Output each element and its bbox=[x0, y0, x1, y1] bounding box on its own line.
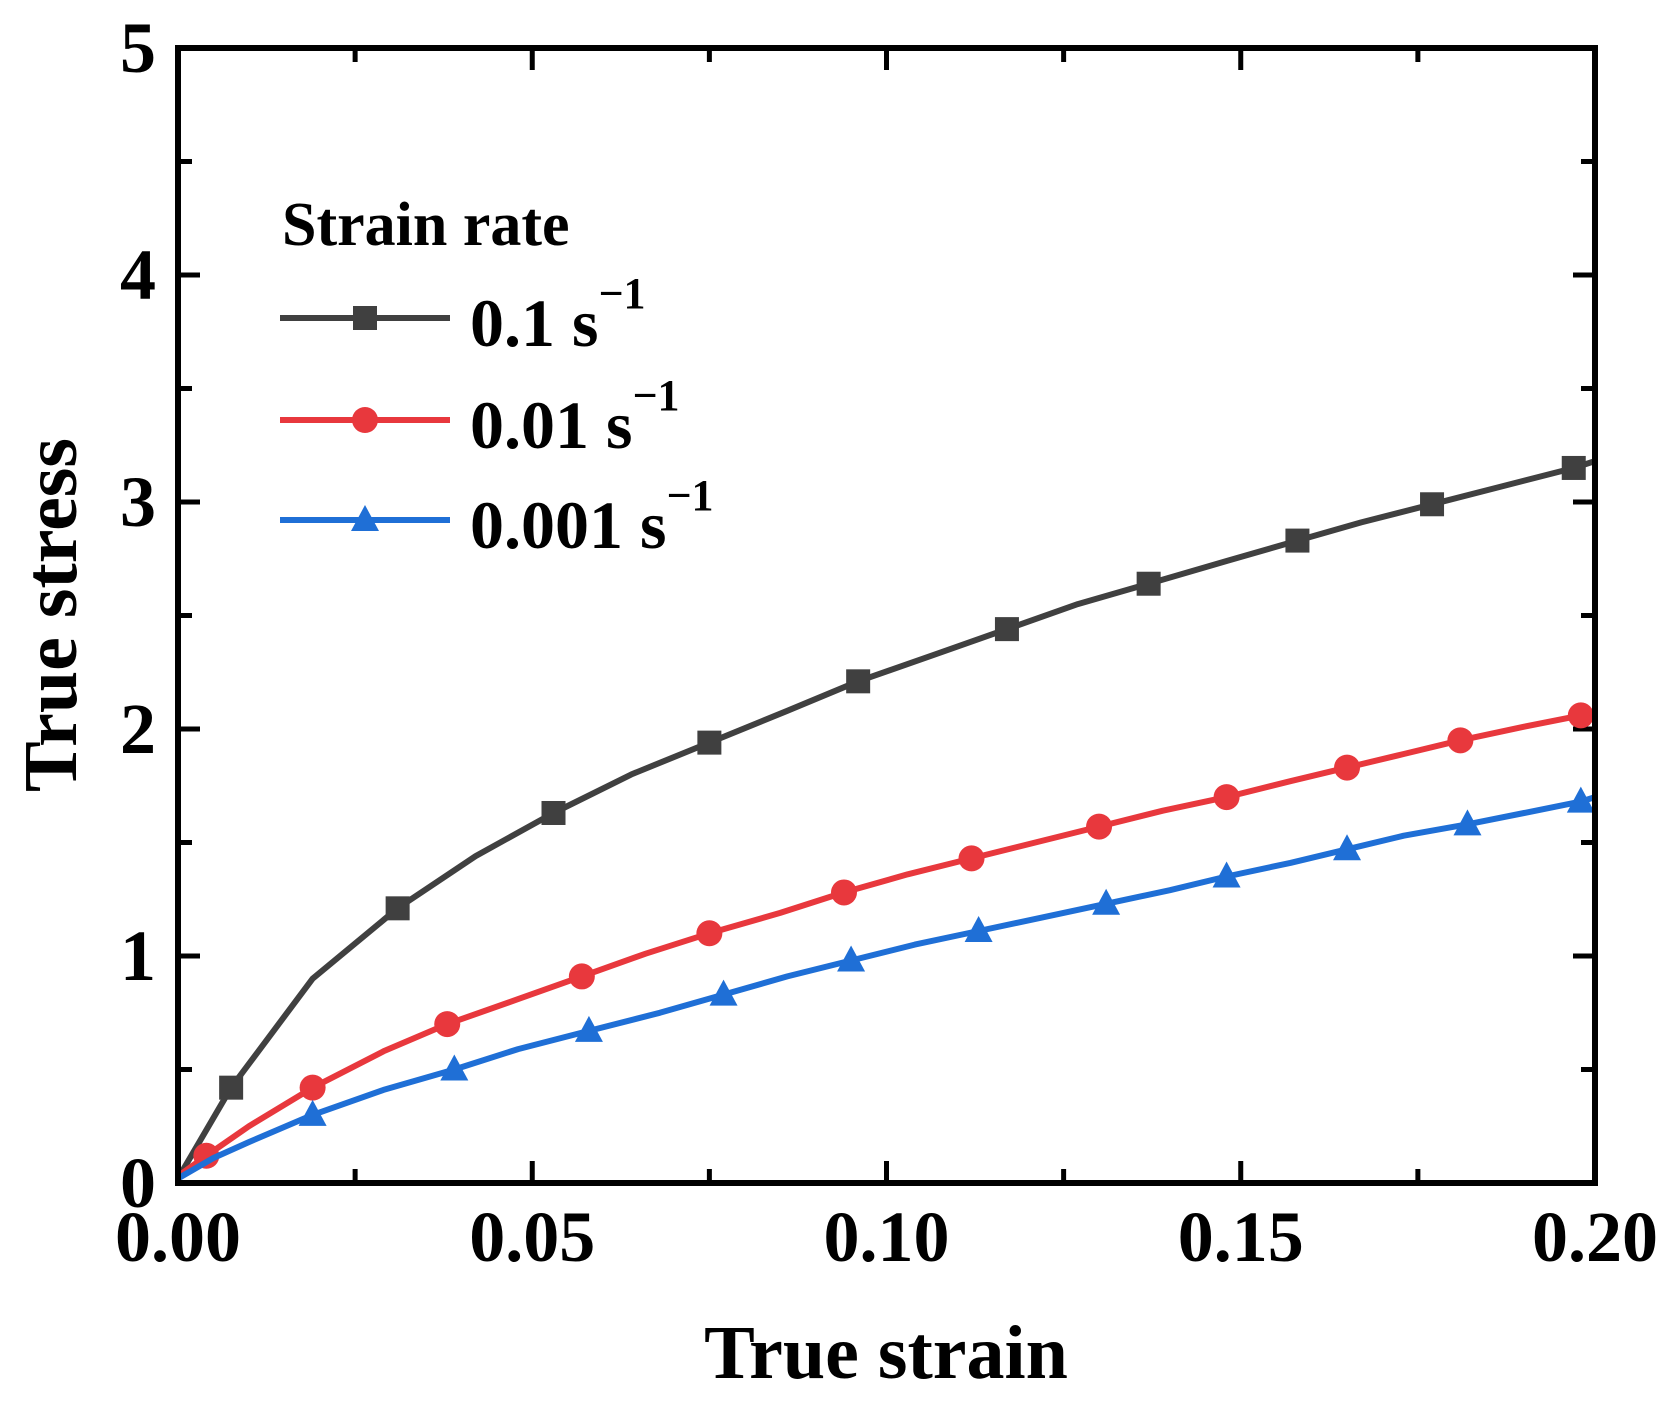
data-point-rate-0-1 bbox=[385, 896, 410, 921]
data-point-rate-0-1 bbox=[219, 1075, 244, 1100]
legend-label-exponent: −1 bbox=[598, 269, 645, 318]
y-tick-label: 2 bbox=[120, 689, 156, 769]
data-point-rate-0-01 bbox=[958, 845, 985, 872]
data-point-rate-0-01 bbox=[1567, 702, 1594, 729]
data-point-rate-0-01 bbox=[193, 1142, 220, 1169]
data-point-rate-0-01 bbox=[830, 879, 857, 906]
y-axis-title: True stress bbox=[9, 438, 93, 792]
data-point-rate-0-01 bbox=[299, 1074, 326, 1101]
y-tick-label: 4 bbox=[120, 235, 156, 315]
data-point-rate-0-01 bbox=[434, 1011, 461, 1038]
data-point-rate-0-001 bbox=[964, 916, 993, 943]
data-point-rate-0-1 bbox=[541, 800, 566, 825]
x-tick-label: 0.05 bbox=[469, 1197, 595, 1277]
legend-marker bbox=[351, 505, 379, 531]
data-point-rate-0-001 bbox=[1212, 861, 1241, 888]
data-point-rate-0-1 bbox=[1285, 528, 1310, 553]
data-point-rate-0-001 bbox=[440, 1054, 469, 1081]
y-tick-label: 1 bbox=[120, 916, 156, 996]
data-point-rate-0-01 bbox=[568, 963, 595, 990]
data-point-rate-0-1 bbox=[1420, 492, 1445, 517]
legend-title: Strain rate bbox=[282, 191, 570, 259]
data-point-rate-0-01 bbox=[1213, 784, 1240, 811]
data-point-rate-0-01 bbox=[1334, 754, 1361, 781]
data-point-rate-0-001 bbox=[1566, 786, 1595, 813]
data-point-rate-0-01 bbox=[1086, 813, 1113, 840]
y-tick-label: 3 bbox=[120, 462, 156, 542]
data-point-rate-0-001 bbox=[298, 1099, 327, 1126]
x-tick-label: 0.00 bbox=[115, 1197, 241, 1277]
data-point-rate-0-1 bbox=[1136, 571, 1161, 596]
legend-entry-rate-0-001: 0.001 s−1 bbox=[280, 471, 714, 563]
data-point-rate-0-001 bbox=[1333, 834, 1362, 861]
x-axis-title: True strain bbox=[704, 1311, 1068, 1395]
legend-label-exponent: −1 bbox=[632, 371, 679, 420]
legend-entry-rate-0-1: 0.1 s−1 bbox=[280, 269, 646, 361]
legend-label: 0.1 s−1 bbox=[470, 269, 646, 361]
data-point-rate-0-1 bbox=[846, 669, 871, 694]
data-point-rate-0-01 bbox=[1447, 727, 1474, 754]
data-point-rate-0-001 bbox=[837, 945, 866, 972]
x-tick-label: 0.15 bbox=[1178, 1197, 1304, 1277]
legend-marker bbox=[353, 306, 377, 330]
legend-label-exponent: −1 bbox=[666, 471, 713, 520]
series-layer bbox=[178, 455, 1595, 1182]
data-point-rate-0-1 bbox=[1561, 455, 1586, 480]
plot-frame bbox=[175, 45, 1598, 1186]
series-rate-0-1 bbox=[178, 455, 1595, 1181]
series-rate-0-01 bbox=[178, 702, 1595, 1179]
data-point-rate-0-01 bbox=[696, 920, 723, 947]
data-point-rate-0-1 bbox=[994, 617, 1019, 642]
legend-label: 0.01 s−1 bbox=[470, 371, 680, 463]
x-tick-label: 0.10 bbox=[824, 1197, 950, 1277]
series-line-rate-0-001 bbox=[178, 794, 1595, 1182]
series-line-rate-0-1 bbox=[178, 458, 1595, 1181]
data-point-rate-0-001 bbox=[709, 979, 738, 1006]
series-rate-0-001 bbox=[178, 786, 1595, 1182]
tick-labels: 0.00 0.05 0.10 0.15 0.20 0 1 2 3 4 5 bbox=[115, 8, 1658, 1277]
legend: Strain rate 0.1 s−1 0.01 s−10.001 s−1 bbox=[280, 191, 714, 563]
data-point-rate-0-1 bbox=[697, 730, 722, 755]
data-point-rate-0-001 bbox=[574, 1015, 603, 1042]
legend-marker bbox=[352, 407, 378, 433]
x-tick-label: 0.20 bbox=[1532, 1197, 1658, 1277]
legend-entry-rate-0-01: 0.01 s−1 bbox=[280, 371, 680, 463]
series-line-rate-0-01 bbox=[178, 707, 1595, 1179]
data-point-rate-0-001 bbox=[1092, 888, 1121, 915]
y-tick-label: 5 bbox=[120, 8, 156, 88]
y-tick-label: 0 bbox=[120, 1143, 156, 1223]
data-point-rate-0-001 bbox=[1453, 809, 1482, 836]
legend-label: 0.001 s−1 bbox=[470, 471, 714, 563]
